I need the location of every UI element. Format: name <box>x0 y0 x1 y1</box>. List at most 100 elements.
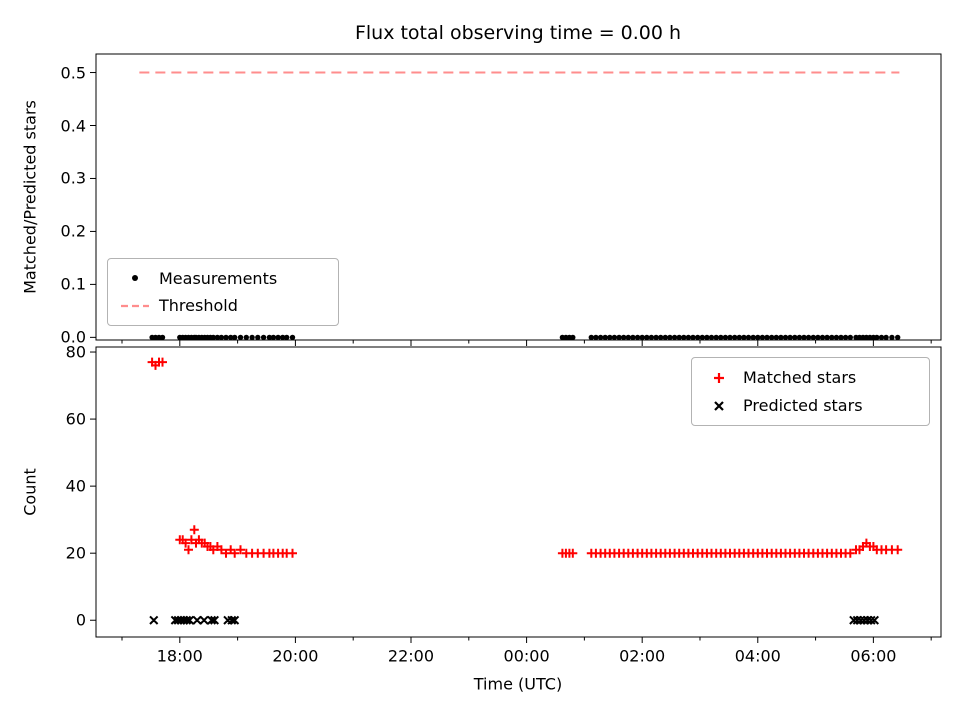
series-measurements-point <box>792 334 798 341</box>
x-tick-label: 06:00 <box>850 646 897 666</box>
bottom-legend: Matched stars Predicted stars <box>691 357 930 426</box>
series-measurements-point <box>653 334 659 341</box>
series-measurements-point <box>718 334 724 341</box>
series-measurements-point <box>284 334 290 341</box>
legend-label-matched-stars: Matched stars <box>743 368 857 387</box>
series-measurements-point <box>159 334 166 341</box>
legend-label-predicted-stars: Predicted stars <box>743 396 863 415</box>
series-measurements-point <box>699 334 705 341</box>
series-measurements-point <box>787 334 793 341</box>
y-tick-label: 60 <box>65 409 86 429</box>
series-measurements-point <box>713 334 719 341</box>
series-measurements-point <box>796 334 803 341</box>
series-measurements-point <box>889 334 895 341</box>
series-measurements-point <box>782 334 789 341</box>
x-tick-label: 00:00 <box>503 646 550 666</box>
series-measurements-point <box>255 334 261 341</box>
legend-item-measurements: Measurements <box>117 266 329 291</box>
series-measurements-point <box>597 334 604 341</box>
series-measurements-point <box>824 334 830 341</box>
series-measurements-point <box>630 334 636 341</box>
series-measurements-point <box>228 334 234 341</box>
series-measurements-point <box>644 334 650 341</box>
series-measurements-point <box>773 334 779 341</box>
dot-marker-icon <box>117 269 153 287</box>
series-measurements-point <box>745 334 752 341</box>
plus-marker-icon <box>701 369 737 387</box>
legend-item-predicted-stars: Predicted stars <box>701 393 920 418</box>
series-measurements-point <box>602 334 608 341</box>
series-measurements-point <box>695 334 701 341</box>
series-measurements-point <box>842 334 849 341</box>
chart-title: Flux total observing time = 0.00 h <box>354 22 682 44</box>
y-tick-label: 0.4 <box>60 116 86 135</box>
y-tick-label: 0.3 <box>60 168 86 188</box>
series-measurements-point <box>722 334 729 341</box>
series-measurements-point <box>593 334 599 341</box>
series-measurements-point <box>708 334 715 341</box>
series-measurements-point <box>833 334 840 341</box>
series-measurements-point <box>625 334 631 341</box>
series-measurements-point <box>883 334 889 341</box>
series-measurements-point <box>616 334 622 341</box>
legend-label-threshold: Threshold <box>159 296 238 316</box>
series-measurements-point <box>736 334 742 341</box>
series-measurements-point <box>874 334 880 341</box>
y-tick-label: 40 <box>65 476 86 496</box>
y-tick-label: 0.1 <box>60 274 86 294</box>
x-marker-icon <box>701 397 737 415</box>
y-tick-label: 20 <box>65 543 86 563</box>
series-measurements-point <box>759 334 766 341</box>
series-measurements-point <box>275 334 281 341</box>
x-tick-label: 04:00 <box>734 646 781 666</box>
series-measurements-point <box>727 334 733 341</box>
series-measurements-point <box>685 334 692 341</box>
series-measurements-point <box>611 334 618 341</box>
series-measurements-point <box>750 334 756 341</box>
series-measurements-point <box>676 334 682 341</box>
series-measurements-point <box>266 334 273 341</box>
series-measurements-point <box>210 334 216 341</box>
series-measurements-point <box>634 334 641 341</box>
y-tick-label: 0 <box>75 610 86 630</box>
series-measurements-point <box>805 334 812 341</box>
series-measurements-point <box>819 334 826 341</box>
series-measurements-point <box>778 334 784 341</box>
series-measurements-point <box>588 334 594 341</box>
series-measurements-point <box>755 334 761 341</box>
series-measurements-point <box>232 334 238 341</box>
plot-spine <box>95 53 942 341</box>
top-legend: Measurements Threshold <box>107 258 339 326</box>
series-measurements-point <box>671 334 678 341</box>
series-measurements-point <box>895 334 901 341</box>
series-measurements-point <box>621 334 627 341</box>
series-matched-stars <box>147 357 903 558</box>
series-measurements-point <box>681 334 687 341</box>
series-measurements-point <box>249 334 255 341</box>
series-measurements-point <box>690 334 696 341</box>
series-measurements-point <box>289 334 296 341</box>
series-measurements-point <box>667 334 673 341</box>
series-measurements-point <box>237 334 244 341</box>
series-measurements-point <box>815 334 821 341</box>
x-tick-label: 22:00 <box>387 646 435 666</box>
series-measurements-point <box>878 334 885 341</box>
series-measurements-point <box>801 334 807 341</box>
series-measurements-point <box>648 334 655 341</box>
series-measurements-point <box>243 334 249 341</box>
series-measurements-point <box>769 334 775 341</box>
series-measurements-point <box>732 334 738 341</box>
series-measurements-point <box>214 334 221 341</box>
y-tick-label: 0.2 <box>60 221 86 241</box>
series-measurements-point <box>658 334 664 341</box>
series-measurements-point <box>810 334 816 341</box>
series-measurements-point <box>270 334 277 341</box>
dashed-line-icon <box>117 297 153 315</box>
series-measurements-point <box>764 334 770 341</box>
series-measurements-point <box>607 334 613 341</box>
series-measurements-point <box>570 334 576 341</box>
x-tick-label: 18:00 <box>156 646 203 666</box>
series-measurements-point <box>704 334 710 341</box>
